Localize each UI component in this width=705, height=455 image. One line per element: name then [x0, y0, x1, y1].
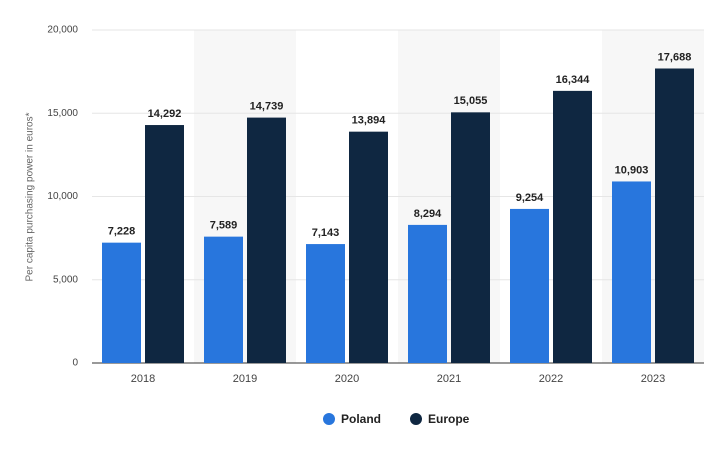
legend-label: Europe	[428, 412, 470, 426]
x-tick-label: 2019	[233, 373, 257, 385]
bar	[204, 236, 243, 363]
bar	[510, 208, 549, 363]
bar	[451, 112, 490, 363]
bar	[349, 131, 388, 363]
legend-label: Poland	[341, 412, 381, 426]
value-label: 10,903	[615, 164, 649, 176]
bar	[655, 68, 694, 363]
y-tick-label: 5,000	[53, 274, 78, 285]
value-label: 7,228	[108, 226, 136, 238]
value-label: 16,344	[556, 74, 591, 86]
legend-swatch	[323, 413, 335, 425]
value-label: 14,739	[250, 101, 284, 113]
value-label: 13,894	[352, 115, 387, 127]
bar	[612, 181, 651, 363]
x-tick-label: 2020	[335, 373, 359, 385]
y-tick-label: 0	[72, 358, 78, 369]
y-axis-title: Per capita purchasing power in euros*	[25, 112, 36, 281]
value-label: 7,143	[312, 227, 340, 239]
y-tick-label: 10,000	[47, 191, 78, 202]
bar	[553, 90, 592, 363]
legend-swatch	[410, 413, 422, 425]
value-label: 15,055	[454, 95, 488, 107]
bar	[408, 224, 447, 363]
y-tick-label: 20,000	[47, 25, 78, 36]
y-tick-label: 15,000	[47, 108, 78, 119]
bar	[306, 244, 345, 363]
x-tick-label: 2023	[641, 373, 665, 385]
bar	[145, 125, 184, 363]
x-tick-label: 2021	[437, 373, 461, 385]
bar	[102, 242, 141, 363]
x-tick-label: 2018	[131, 373, 155, 385]
value-label: 7,589	[210, 220, 238, 232]
value-label: 8,294	[414, 208, 442, 220]
value-label: 9,254	[516, 192, 544, 204]
value-label: 14,292	[148, 108, 182, 120]
bar	[247, 117, 286, 364]
x-tick-label: 2022	[539, 373, 563, 385]
value-label: 17,688	[658, 51, 692, 63]
